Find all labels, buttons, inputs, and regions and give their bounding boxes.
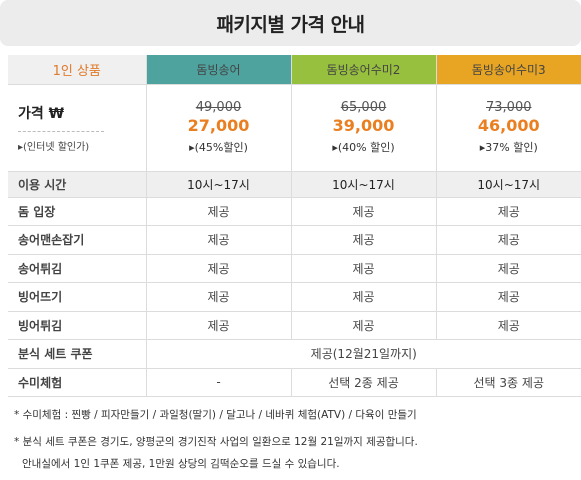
old-price: 65,000 (340, 100, 387, 115)
page-title: 패키지별 가격 안내 (216, 13, 365, 36)
table-row: 빙어뜨기 제공 제공 제공 (8, 282, 581, 312)
coupon-label: 분식 세트 쿠폰 (8, 339, 146, 369)
price-cell-3: 73,000 46,000 ▸37% 할인) (435, 84, 581, 172)
header-row: 1인 상품 돔빙송어 돔빙송어수미2 돔빙송어수미3 (8, 55, 581, 85)
row-label: 빙어튀김 (8, 311, 146, 340)
discount: ▸37% 할인) (479, 141, 538, 154)
table-row: 돔 입장 제공 제공 제공 (8, 197, 581, 226)
row-value: 제공 (145, 254, 291, 283)
row-value: 제공 (290, 311, 436, 340)
row-value: 제공 (435, 311, 581, 340)
price-label: 가격 ₩ (18, 105, 65, 122)
discount: ▸(45%할인) (189, 141, 248, 154)
time-label: 이용 시간 (8, 171, 146, 198)
price-table: 1인 상품 돔빙송어 돔빙송어수미2 돔빙송어수미3 가격 ₩ ▸(인터넷 할인… (8, 55, 581, 397)
row-value: 제공 (435, 254, 581, 283)
price-cell-2: 65,000 39,000 ▸(40% 할인) (290, 84, 436, 172)
discount: ▸(40% 할인) (332, 141, 395, 154)
new-price: 39,000 (332, 116, 395, 135)
table-row: 빙어튀김 제공 제공 제공 (8, 311, 581, 340)
header-first: 1인 상품 (8, 55, 146, 85)
old-price: 73,000 (486, 100, 532, 115)
coupon-row: 분식 세트 쿠폰 제공(12월21일까지) (8, 339, 581, 369)
row-value: 제공 (145, 225, 291, 255)
row-value: 제공 (290, 282, 436, 312)
row-label: 송어튀김 (8, 254, 146, 283)
row-label: 송어맨손잡기 (8, 225, 146, 255)
coupon-value: 제공(12월21일까지) (145, 339, 581, 369)
sumi-value-2: 선택 2종 제공 (290, 368, 436, 397)
sumi-label: 수미체험 (8, 368, 146, 397)
table-row: 송어튀김 제공 제공 제공 (8, 254, 581, 283)
row-value: 제공 (290, 254, 436, 283)
row-value: 제공 (290, 197, 436, 226)
price-sub-label: ▸(인터넷 할인가) (18, 141, 90, 153)
row-value: 제공 (435, 225, 581, 255)
time-value-2: 10시~17시 (290, 171, 436, 198)
price-row: 가격 ₩ ▸(인터넷 할인가) 49,000 27,000 ▸(45%할인) 6… (8, 84, 581, 172)
price-label-cell: 가격 ₩ ▸(인터넷 할인가) (8, 84, 146, 172)
sumi-value-1: - (145, 368, 291, 397)
row-value: 제공 (145, 197, 291, 226)
price-label-divider (18, 130, 104, 132)
time-value-3: 10시~17시 (435, 171, 581, 198)
title-bar: 패키지별 가격 안내 (0, 0, 581, 46)
old-price: 49,000 (195, 100, 242, 115)
note-coupon-detail: 안내실에서 1인 1쿠폰 제공, 1만원 상당의 김떡순오를 드실 수 있습니다… (22, 458, 340, 470)
time-value-1: 10시~17시 (145, 171, 291, 198)
header-package-2: 돔빙송어수미2 (290, 55, 436, 85)
note-sumi: * 수미체험 : 찐빵 / 피자만들기 / 과일청(딸기) / 달고나 / 네바… (14, 409, 417, 421)
row-label: 돔 입장 (8, 197, 146, 226)
row-label: 빙어뜨기 (8, 282, 146, 312)
new-price: 46,000 (477, 116, 540, 135)
new-price: 27,000 (187, 116, 250, 135)
note-coupon: * 분식 세트 쿠폰은 경기도, 양평군의 경기진작 사업의 일환으로 12월 … (14, 436, 418, 448)
sumi-row: 수미체험 - 선택 2종 제공 선택 3종 제공 (8, 368, 581, 397)
sumi-value-3: 선택 3종 제공 (435, 368, 581, 397)
row-value: 제공 (435, 197, 581, 226)
row-value: 제공 (145, 311, 291, 340)
time-row: 이용 시간 10시~17시 10시~17시 10시~17시 (8, 171, 581, 198)
row-value: 제공 (145, 282, 291, 312)
table-row: 송어맨손잡기 제공 제공 제공 (8, 225, 581, 255)
row-value: 제공 (435, 282, 581, 312)
row-value: 제공 (290, 225, 436, 255)
header-package-3: 돔빙송어수미3 (435, 55, 581, 85)
price-cell-1: 49,000 27,000 ▸(45%할인) (145, 84, 291, 172)
header-package-1: 돔빙송어 (145, 55, 291, 85)
